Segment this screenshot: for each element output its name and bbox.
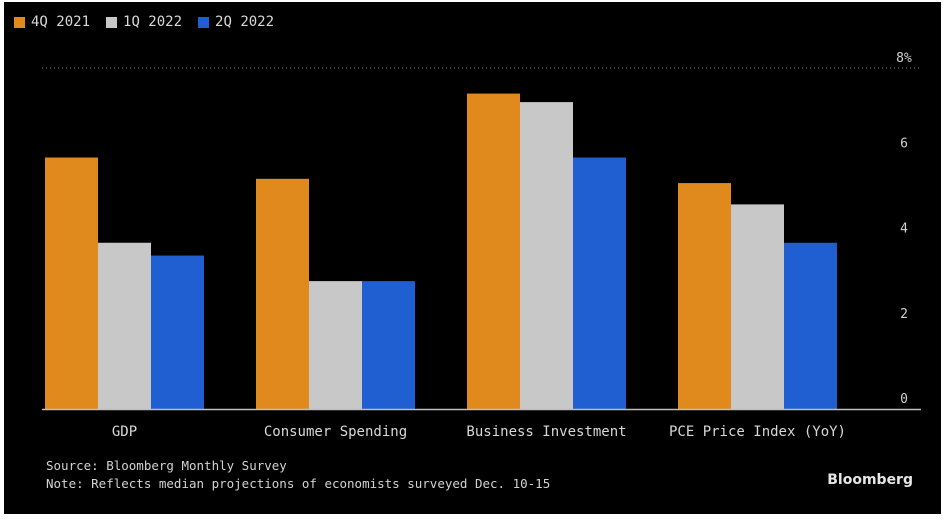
x-tick-label-consumer-spending: Consumer Spending (264, 424, 407, 440)
bar-gdp-1q-2022 (98, 242, 151, 409)
legend-item-4q-2021: 4Q 2021 (14, 14, 90, 30)
y-tick-label-3: 6 (900, 136, 908, 151)
legend-label-2q-2022: 2Q 2022 (215, 14, 275, 30)
bar-consumer-spending-2q-2022 (362, 281, 415, 409)
bar-gdp-2q-2022 (151, 255, 204, 409)
bar-business-investment-4q-2021 (467, 93, 520, 409)
x-tick-label-pce-price-index-yoy: PCE Price Index (YoY) (669, 424, 846, 440)
source-note: Source: Bloomberg Monthly Survey (46, 458, 287, 473)
legend-swatch-4q-2021 (14, 16, 25, 28)
chart-frame: 4Q 2021 1Q 2022 2Q 2022 0 2 4 6 8% GDP Consume… (4, 2, 941, 514)
legend-item-1q-2022: 1Q 2022 (106, 14, 182, 30)
bar-pce-price-index-yoy-1q-2022 (731, 204, 784, 409)
legend-item-2q-2022: 2Q 2022 (198, 14, 274, 30)
y-tick-label-0: 0 (900, 392, 908, 407)
bar-gdp-4q-2021 (45, 157, 98, 409)
x-tick-label-business-investment: Business Investment (466, 424, 626, 440)
y-tick-label-2: 4 (900, 222, 908, 237)
footer: Source: Bloomberg Monthly Survey Note: R… (46, 457, 550, 493)
y-tick-label-1: 2 (900, 307, 908, 322)
bar-pce-price-index-yoy-2q-2022 (784, 242, 837, 409)
x-tick-label-gdp: GDP (112, 424, 137, 440)
legend-swatch-1q-2022 (106, 16, 118, 28)
bar-business-investment-1q-2022 (520, 102, 573, 409)
methodology-note: Note: Reflects median projections of eco… (46, 476, 551, 491)
legend-label-1q-2022: 1Q 2022 (123, 14, 183, 30)
legend-label-4q-2021: 4Q 2021 (31, 14, 91, 30)
bar-consumer-spending-1q-2022 (309, 281, 362, 409)
bar-consumer-spending-4q-2021 (256, 178, 309, 409)
chart-plot: 0 2 4 6 8% GDP Consumer Spending Business Inves… (42, 51, 921, 440)
bar-business-investment-2q-2022 (573, 157, 626, 409)
legend: 4Q 2021 1Q 2022 2Q 2022 (14, 14, 274, 30)
legend-swatch-2q-2022 (198, 16, 210, 28)
bar-pce-price-index-yoy-4q-2021 (678, 183, 731, 409)
bloomberg-logo: Bloomberg (827, 472, 913, 488)
y-tick-label-4: 8% (896, 51, 912, 66)
